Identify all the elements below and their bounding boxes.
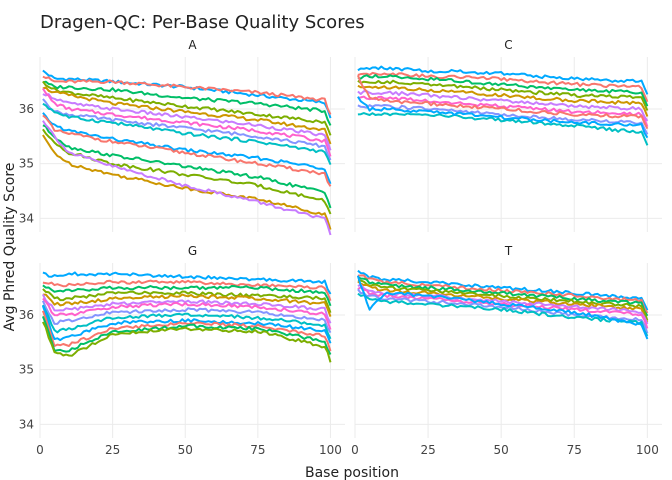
series-line [357,104,649,135]
series-line [42,293,332,317]
facet-label: G [188,244,197,258]
series-line [41,293,332,324]
series-line [42,80,332,136]
series-line [357,90,649,122]
x-tick-label: 25 [420,443,435,457]
y-axis-title: Avg Phred Quality Score [2,163,18,332]
series-line [42,93,332,151]
series-line [42,288,332,314]
series-line [41,304,332,340]
series-line [356,74,649,130]
series-line [357,280,649,323]
y-tick-label: 34 [19,211,34,225]
series-line [357,74,649,107]
facet-panels: A 34 35 36 C G 34 35 36 0 25 50 75 100 T 0 25 50 75 100 [19,38,662,457]
y-tick-label: 36 [19,102,34,116]
facet-label: C [504,38,512,52]
series-line [41,300,332,334]
series-line [42,114,332,187]
x-tick-label: 75 [567,443,582,457]
series-line [42,271,332,295]
series-line [42,284,332,307]
x-tick-label: 75 [250,443,265,457]
facet-label: T [504,244,513,258]
x-tick-label: 100 [636,443,659,457]
x-axis-title: Base position [305,465,399,480]
series-line [42,102,332,165]
facet-panel-G: G 34 35 36 0 25 50 75 100 [19,244,345,457]
x-tick-label: 50 [494,443,509,457]
y-tick-label: 35 [19,363,34,377]
x-tick-label: 0 [351,443,359,457]
series-line [42,124,332,209]
series-line [42,128,332,215]
series-line [41,310,332,352]
series-line [357,288,649,334]
x-tick-label: 50 [178,443,193,457]
series-line [357,65,649,95]
x-tick-label: 100 [319,443,342,457]
series-line [357,79,649,111]
series-line [357,269,649,311]
facet-panel-A: A 34 35 36 [19,38,345,236]
y-tick-label: 34 [19,417,34,431]
series-line [42,297,332,330]
series-line [42,120,332,236]
series-line [357,286,649,329]
x-tick-label: 0 [36,443,44,457]
series-line [357,283,649,325]
series-line [41,305,332,344]
series-line [357,71,649,103]
facet-label: A [188,38,197,52]
series-line [42,86,332,145]
facet-panel-T: T 0 25 50 75 100 [351,244,662,457]
facet-panel-C: C [354,38,662,232]
series-line [42,321,332,363]
chart-title: Dragen-QC: Per-Base Quality Scores [40,12,365,33]
series-line [42,98,332,161]
series-line [42,87,332,157]
series-line [357,96,649,139]
series-line [42,75,332,115]
series-line [357,276,649,317]
series-line [42,279,332,302]
series-line [357,84,649,117]
series-line [356,275,649,340]
series-line [41,316,332,355]
series-line [357,112,649,146]
series-line [42,112,332,185]
series-line [42,134,332,230]
y-tick-label: 35 [19,157,34,171]
x-tick-label: 25 [105,443,120,457]
series-line [357,292,649,337]
series-line [42,80,332,126]
y-tick-label: 36 [19,308,34,322]
